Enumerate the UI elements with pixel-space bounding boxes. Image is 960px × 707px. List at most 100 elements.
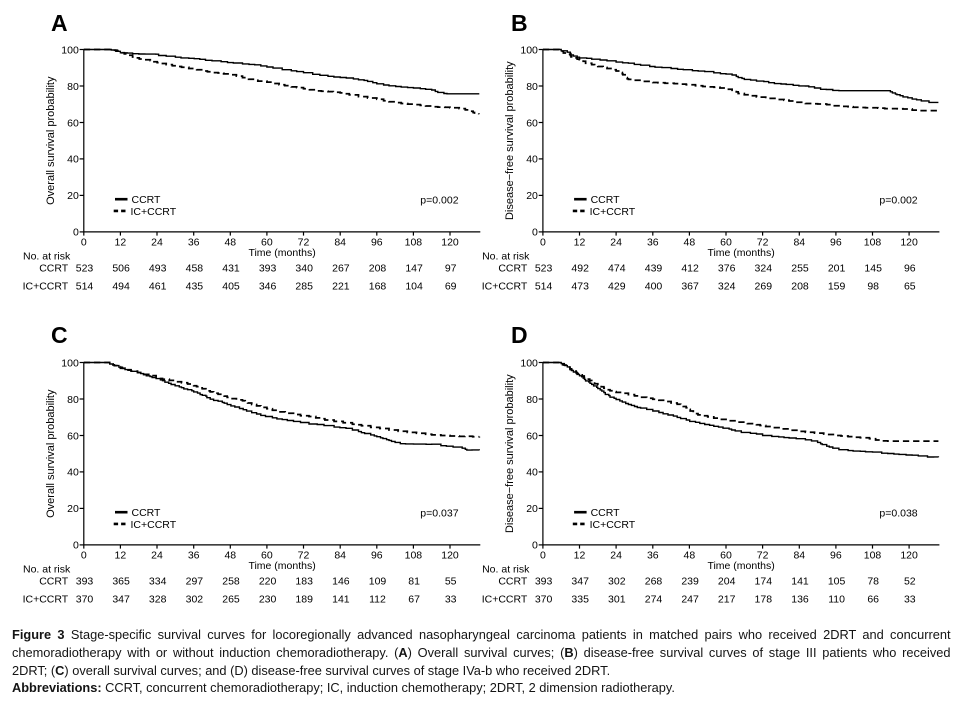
svg-text:136: 136: [791, 593, 809, 605]
svg-text:105: 105: [828, 576, 846, 588]
svg-text:C: C: [51, 322, 68, 348]
svg-text:159: 159: [828, 280, 846, 292]
svg-text:72: 72: [757, 550, 769, 562]
svg-text:335: 335: [571, 593, 589, 605]
svg-text:204: 204: [718, 576, 736, 588]
svg-text:255: 255: [791, 263, 809, 275]
svg-text:24: 24: [610, 550, 622, 562]
svg-text:493: 493: [149, 263, 167, 275]
svg-text:97: 97: [445, 263, 457, 275]
svg-text:302: 302: [186, 593, 204, 605]
svg-text:301: 301: [608, 593, 626, 605]
svg-text:36: 36: [647, 550, 659, 562]
svg-text:0: 0: [73, 227, 79, 239]
svg-text:40: 40: [67, 467, 79, 479]
svg-text:Time (months): Time (months): [707, 560, 774, 572]
svg-text:0: 0: [532, 540, 538, 552]
svg-text:334: 334: [149, 576, 167, 588]
svg-text:36: 36: [188, 237, 200, 249]
svg-text:No. at risk: No. at risk: [482, 251, 530, 263]
svg-text:p=0.002: p=0.002: [879, 195, 917, 207]
svg-text:52: 52: [904, 576, 916, 588]
svg-text:365: 365: [112, 576, 130, 588]
svg-text:376: 376: [718, 263, 736, 275]
svg-text:72: 72: [757, 237, 769, 249]
svg-text:183: 183: [295, 576, 313, 588]
svg-text:514: 514: [76, 280, 94, 292]
svg-text:CCRT: CCRT: [591, 507, 621, 519]
svg-text:Time (months): Time (months): [248, 560, 315, 572]
svg-text:393: 393: [535, 576, 553, 588]
svg-text:324: 324: [755, 263, 773, 275]
svg-text:IC+CCRT: IC+CCRT: [482, 593, 528, 605]
svg-text:346: 346: [259, 280, 277, 292]
svg-text:48: 48: [684, 237, 696, 249]
svg-text:265: 265: [222, 593, 240, 605]
svg-text:72: 72: [298, 550, 310, 562]
svg-text:55: 55: [445, 576, 457, 588]
svg-text:370: 370: [535, 593, 553, 605]
svg-text:80: 80: [67, 394, 79, 406]
svg-text:221: 221: [332, 280, 350, 292]
svg-text:48: 48: [224, 237, 236, 249]
svg-text:40: 40: [67, 154, 79, 166]
svg-text:84: 84: [793, 237, 805, 249]
svg-text:D: D: [511, 322, 528, 348]
svg-text:p=0.002: p=0.002: [420, 195, 458, 207]
svg-text:69: 69: [445, 280, 457, 292]
svg-text:439: 439: [645, 263, 663, 275]
svg-text:492: 492: [571, 263, 589, 275]
svg-text:96: 96: [371, 237, 383, 249]
svg-text:100: 100: [61, 44, 79, 56]
svg-text:IC+CCRT: IC+CCRT: [131, 519, 177, 531]
svg-text:523: 523: [535, 263, 553, 275]
svg-text:189: 189: [295, 593, 313, 605]
svg-text:220: 220: [259, 576, 277, 588]
svg-text:33: 33: [445, 593, 457, 605]
svg-text:0: 0: [81, 237, 87, 249]
svg-text:112: 112: [369, 593, 386, 605]
svg-text:147: 147: [405, 263, 423, 275]
svg-text:p=0.038: p=0.038: [879, 508, 917, 520]
svg-text:412: 412: [681, 263, 699, 275]
svg-text:506: 506: [112, 263, 130, 275]
svg-text:100: 100: [520, 357, 538, 369]
svg-text:473: 473: [571, 280, 589, 292]
svg-text:514: 514: [535, 280, 553, 292]
svg-text:523: 523: [76, 263, 94, 275]
svg-text:84: 84: [793, 550, 805, 562]
svg-text:36: 36: [647, 237, 659, 249]
svg-text:0: 0: [81, 550, 87, 562]
svg-text:12: 12: [574, 237, 586, 249]
svg-text:67: 67: [408, 593, 420, 605]
svg-text:328: 328: [149, 593, 167, 605]
svg-text:174: 174: [755, 576, 773, 588]
svg-text:0: 0: [540, 550, 546, 562]
svg-text:98: 98: [867, 280, 879, 292]
svg-text:CCRT: CCRT: [498, 263, 528, 275]
svg-text:CCRT: CCRT: [132, 507, 162, 519]
svg-text:285: 285: [295, 280, 313, 292]
svg-text:141: 141: [332, 593, 350, 605]
svg-text:96: 96: [904, 263, 916, 275]
svg-text:12: 12: [574, 550, 586, 562]
svg-text:208: 208: [791, 280, 809, 292]
svg-text:Time (months): Time (months): [707, 247, 774, 259]
svg-text:108: 108: [405, 237, 423, 249]
svg-text:100: 100: [61, 357, 79, 369]
svg-text:208: 208: [369, 263, 387, 275]
svg-text:p=0.037: p=0.037: [420, 508, 458, 520]
svg-text:60: 60: [261, 237, 273, 249]
svg-text:24: 24: [610, 237, 622, 249]
svg-text:48: 48: [684, 550, 696, 562]
svg-text:0: 0: [540, 237, 546, 249]
svg-text:120: 120: [900, 237, 918, 249]
svg-text:120: 120: [441, 237, 459, 249]
svg-text:494: 494: [112, 280, 130, 292]
svg-text:84: 84: [334, 550, 346, 562]
svg-text:81: 81: [408, 576, 420, 588]
svg-text:IC+CCRT: IC+CCRT: [590, 206, 636, 218]
svg-text:230: 230: [259, 593, 277, 605]
svg-text:36: 36: [188, 550, 200, 562]
svg-text:217: 217: [718, 593, 736, 605]
